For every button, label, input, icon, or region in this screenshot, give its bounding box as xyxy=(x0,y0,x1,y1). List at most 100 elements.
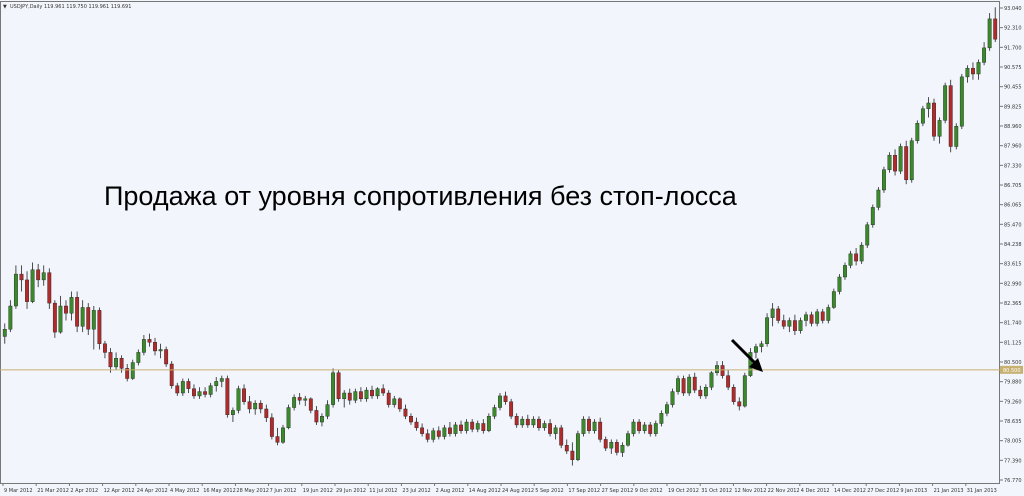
candle-body-up xyxy=(130,362,135,379)
signal-arrow xyxy=(730,338,763,372)
candle-body-down xyxy=(269,417,274,437)
candle-body-up xyxy=(553,427,558,434)
candle-body-up xyxy=(687,376,692,394)
candle-body-down xyxy=(637,421,642,431)
candle xyxy=(843,262,847,280)
x-tick-label: 12 Nov 2012 xyxy=(734,488,766,494)
candle-body-up xyxy=(281,427,285,443)
candle-body-up xyxy=(392,398,397,405)
candle xyxy=(620,442,625,457)
candle-body-down xyxy=(358,391,363,400)
candle-body-down xyxy=(776,308,781,321)
candle xyxy=(748,348,753,378)
y-tick-label: 85.470 xyxy=(1004,222,1022,228)
candle-body-down xyxy=(570,450,575,460)
candle xyxy=(553,424,558,440)
candle-body-down xyxy=(242,388,246,402)
candle xyxy=(514,413,519,428)
y-tick-label: 89.825 xyxy=(1004,104,1022,110)
candle xyxy=(8,300,13,333)
y-tick-label: 86.705 xyxy=(1004,183,1022,189)
candle xyxy=(798,317,803,334)
candle-body-up xyxy=(676,378,680,392)
candle xyxy=(665,401,669,417)
candle xyxy=(503,391,508,405)
candle xyxy=(80,300,85,333)
candle xyxy=(230,407,235,423)
candle-body-up xyxy=(325,404,330,417)
candle-body-down xyxy=(948,85,953,147)
candle xyxy=(681,375,686,396)
candle xyxy=(648,422,653,437)
candle-body-up xyxy=(464,421,469,431)
header-symbol-text: USDJPY,Daily 119.961 119.750 119.961 119… xyxy=(10,4,131,10)
candle-body-up xyxy=(620,445,625,453)
resistance-level-label: 80.500 xyxy=(1003,368,1021,374)
candle-body-down xyxy=(904,146,909,181)
candle xyxy=(420,423,425,437)
candle-body-down xyxy=(86,307,91,330)
x-tick-label: 23 Jul 2012 xyxy=(402,488,430,494)
candle-body-down xyxy=(854,253,859,262)
candle-body-down xyxy=(481,423,486,431)
x-tick-label: 7 Jun 2012 xyxy=(270,488,297,494)
y-tick-label: 83.615 xyxy=(1004,262,1022,268)
candle-body-up xyxy=(742,375,747,407)
candle-body-up xyxy=(870,207,875,226)
candle-body-up xyxy=(770,308,775,318)
candle xyxy=(525,414,530,428)
candle xyxy=(971,62,975,80)
candle-body-down xyxy=(993,18,998,40)
candle-body-up xyxy=(592,421,597,431)
candle-body-down xyxy=(403,408,408,417)
y-tick-label: 80.500 xyxy=(1004,360,1022,366)
candle-body-down xyxy=(347,392,352,401)
signal-arrow-icon xyxy=(749,358,763,372)
x-tick-label: 9 Jan 2013 xyxy=(900,488,927,494)
candle xyxy=(403,404,408,420)
candle-body-down xyxy=(509,401,514,417)
x-tick-label: 12 Apr 2012 xyxy=(104,488,135,494)
candle-body-down xyxy=(598,421,603,440)
candle-body-up xyxy=(214,381,219,386)
candle-body-up xyxy=(653,423,658,434)
candle xyxy=(392,395,397,408)
candle-body-down xyxy=(47,272,52,304)
candle-body-down xyxy=(648,424,653,434)
candle xyxy=(920,105,925,127)
candle-body-down xyxy=(258,402,263,410)
candle xyxy=(136,349,141,366)
candle-body-down xyxy=(36,269,41,281)
candle xyxy=(292,394,297,411)
candle xyxy=(598,417,603,443)
candle-body-down xyxy=(186,381,191,389)
candle-body-down xyxy=(514,416,519,426)
candle xyxy=(25,271,29,309)
candle xyxy=(531,416,536,428)
candle xyxy=(559,424,564,449)
candle-body-down xyxy=(192,388,196,397)
candle xyxy=(581,416,586,437)
candle-body-down xyxy=(247,401,252,410)
candle xyxy=(97,307,102,350)
candle xyxy=(464,419,469,434)
candle xyxy=(147,333,152,347)
candle xyxy=(592,419,597,434)
candle xyxy=(314,406,319,425)
candle-body-up xyxy=(253,402,258,410)
candle-body-up xyxy=(665,404,669,414)
candle xyxy=(203,387,208,398)
candle xyxy=(492,404,497,420)
candle-body-down xyxy=(459,424,463,431)
candle xyxy=(153,337,157,356)
candle-body-down xyxy=(503,395,508,402)
candle-body-down xyxy=(425,433,430,440)
candle xyxy=(475,420,480,433)
x-tick-label: 19 Jun 2012 xyxy=(303,488,333,494)
candle-body-down xyxy=(97,310,102,344)
x-tick-label: 29 Jun 2012 xyxy=(336,488,366,494)
candle xyxy=(236,385,241,414)
candle xyxy=(943,82,948,124)
candle xyxy=(247,395,252,414)
candle xyxy=(587,416,591,434)
